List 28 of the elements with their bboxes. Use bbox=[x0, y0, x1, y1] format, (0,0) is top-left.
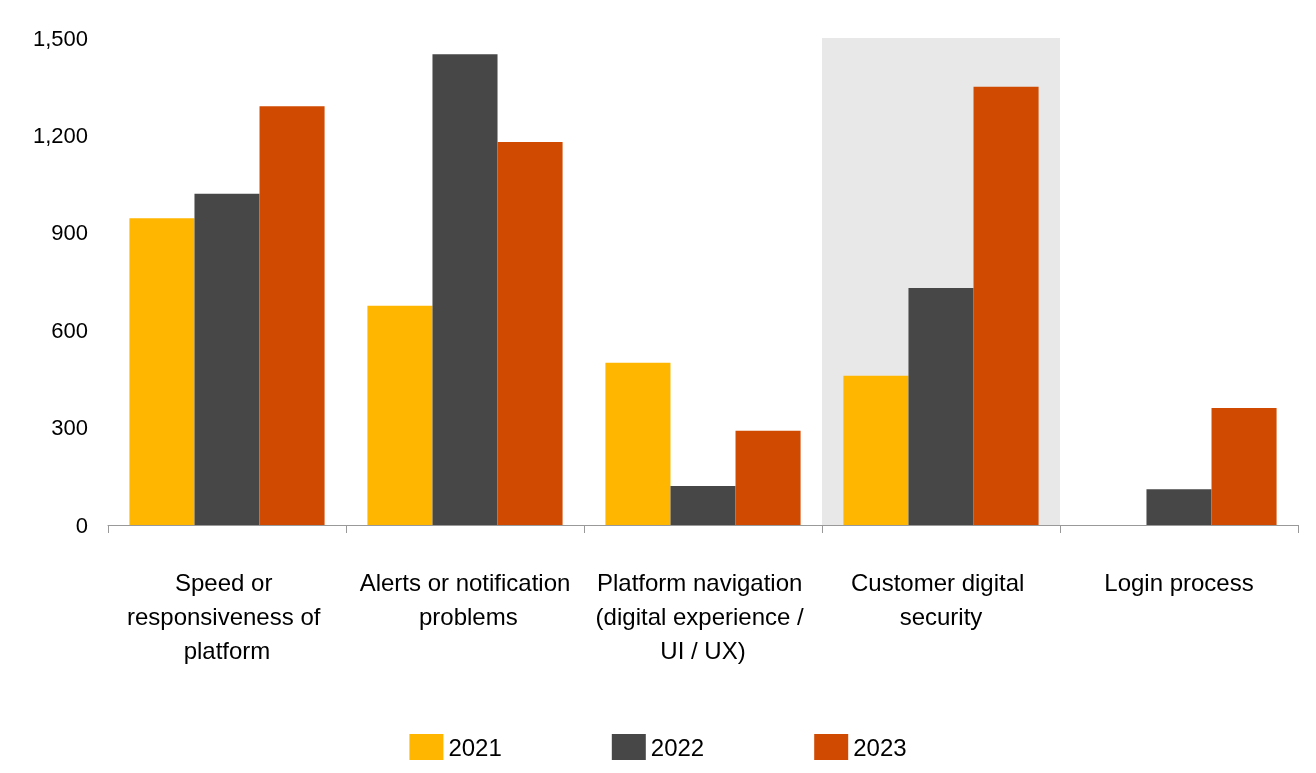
legend-label: 2023 bbox=[853, 733, 907, 761]
bar bbox=[129, 218, 195, 525]
y-tick-label: 600 bbox=[51, 317, 88, 343]
x-tick-label: Speed or responsiveness of platform bbox=[126, 568, 328, 664]
x-tick-label: Platform navigation (digital experience / UI / UX) bbox=[595, 568, 811, 664]
bar bbox=[497, 141, 563, 525]
bar bbox=[908, 287, 974, 525]
bar bbox=[735, 430, 801, 525]
legend-label: 2021 bbox=[448, 733, 502, 761]
legend-label: 2022 bbox=[650, 733, 705, 761]
y-tick-label: 300 bbox=[51, 415, 88, 441]
y-tick-label: 0 bbox=[75, 512, 88, 538]
x-tick-label: Alerts or notification problems bbox=[359, 568, 571, 630]
bar bbox=[367, 305, 433, 525]
bar bbox=[605, 362, 671, 525]
bar bbox=[1211, 408, 1277, 525]
bar bbox=[843, 375, 909, 525]
bar bbox=[259, 106, 325, 525]
bar bbox=[973, 86, 1039, 525]
bar bbox=[194, 193, 260, 525]
bar bbox=[432, 54, 498, 525]
x-tick-label: Customer digital security bbox=[850, 568, 1032, 630]
y-tick-label: 900 bbox=[51, 220, 88, 246]
x-tick-label: Login process bbox=[1104, 568, 1254, 596]
bar bbox=[670, 486, 736, 525]
bar bbox=[1146, 489, 1212, 525]
y-tick-label: 1,200 bbox=[32, 122, 88, 148]
y-tick-label: 1,500 bbox=[32, 25, 88, 51]
